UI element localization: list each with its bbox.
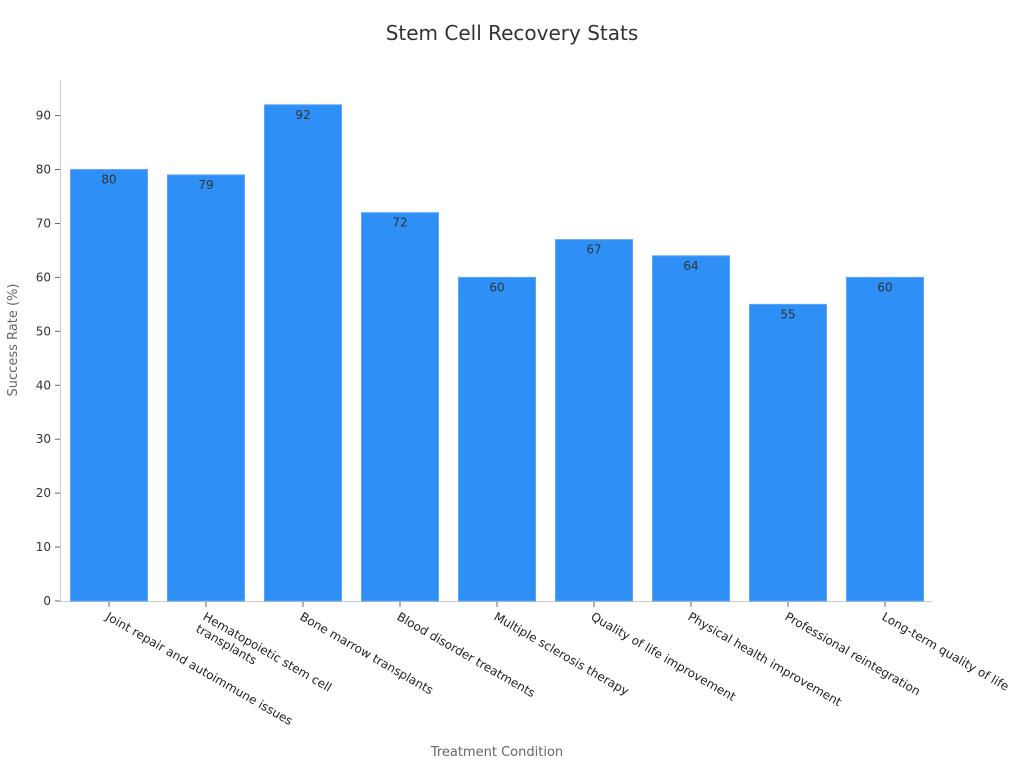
bar-value-label: 79 xyxy=(198,178,213,192)
bar xyxy=(458,276,536,602)
bar xyxy=(555,239,633,602)
y-tick-label: 90 xyxy=(36,109,51,123)
x-tick-label: Physical health improvement xyxy=(686,609,845,709)
bar xyxy=(361,212,439,602)
bar-value-label: 67 xyxy=(586,243,601,257)
x-axis-label: Treatment Condition xyxy=(430,745,563,760)
y-tick-label: 30 xyxy=(36,432,51,446)
bar xyxy=(167,174,245,602)
bar xyxy=(652,255,730,602)
x-tick-label-line: Physical health improvement xyxy=(686,609,845,709)
y-tick-label: 80 xyxy=(36,163,51,177)
y-tick-label: 40 xyxy=(36,378,51,392)
y-tick-label: 0 xyxy=(43,594,51,608)
bar-value-label: 72 xyxy=(392,216,407,230)
bar xyxy=(264,104,342,602)
y-tick-label: 60 xyxy=(36,270,51,284)
bar-value-label: 92 xyxy=(295,108,310,122)
y-tick-label: 50 xyxy=(36,324,51,338)
bar xyxy=(749,303,827,602)
bar-value-label: 55 xyxy=(780,307,795,321)
y-tick-label: 20 xyxy=(36,486,51,500)
bar-value-label: 80 xyxy=(101,173,116,187)
bar-value-label: 64 xyxy=(683,259,698,273)
bar xyxy=(846,276,924,602)
y-tick-label: 10 xyxy=(36,540,51,554)
y-axis-label: Success Rate (%) xyxy=(6,284,21,397)
bar xyxy=(70,169,148,602)
chart-title: Stem Cell Recovery Stats xyxy=(386,21,639,45)
bar-value-label: 60 xyxy=(489,280,504,294)
bar-value-label: 60 xyxy=(877,280,892,294)
y-tick-label: 70 xyxy=(36,216,51,230)
